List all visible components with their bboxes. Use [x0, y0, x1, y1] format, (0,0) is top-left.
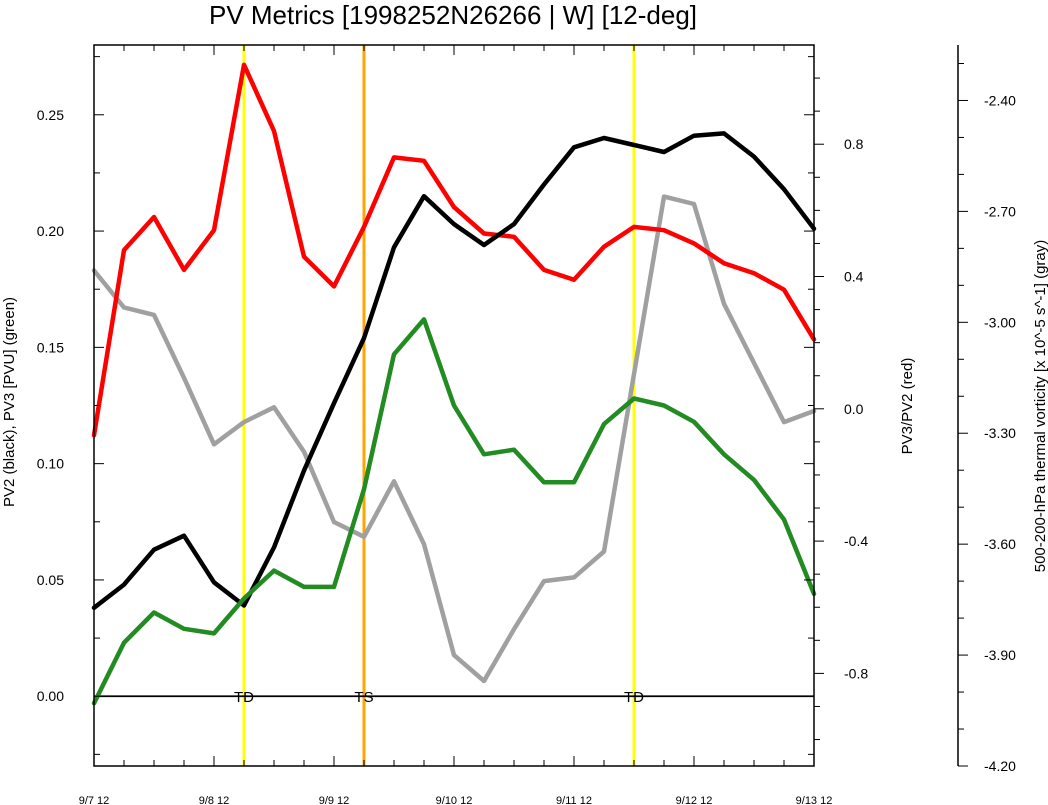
right-axis-gray: -4.20 -3.90 -3.60 -3.30 -3.00 -2.70 -2.40: [957, 45, 1016, 774]
series-line-thermal-vorticity: [91, 194, 817, 684]
right-red-tick-label: 0.0: [844, 401, 864, 417]
x-tick-label: 9/12 12: [676, 795, 713, 805]
left-tick-label: 0.15: [37, 339, 64, 355]
left-axis: 0.00 0.05 0.10 0.15 0.20 0.25: [37, 56, 814, 755]
x-tick-label: 9/10 12: [436, 795, 473, 805]
right-gray-tick-label: -4.20: [984, 758, 1016, 774]
left-tick-label: 0.00: [37, 688, 64, 704]
series-line-pv3: [91, 317, 817, 706]
x-tick-label: 9/11 12: [556, 795, 592, 805]
x-tick-label: 9/7 12: [79, 795, 110, 805]
series-line-pv2: [91, 131, 817, 611]
stage-label: TD: [234, 689, 254, 706]
right-red-tick-label: -0.4: [844, 533, 868, 549]
stage-label: TD: [624, 689, 644, 706]
right-red-tick-label: 0.8: [844, 136, 864, 152]
right-gray-tick-label: -3.90: [984, 647, 1016, 663]
chart-title: PV Metrics [1998252N26266 | W] [12-deg]: [209, 0, 697, 30]
right-axis-red: -0.8 -0.4 0.0 0.4 0.8: [814, 77, 868, 741]
x-tick-label: 9/9 12: [319, 795, 350, 805]
right-gray-tick-label: -3.00: [984, 314, 1016, 330]
right-red-tick-label: 0.4: [844, 269, 864, 285]
x-tick-label: 9/8 12: [199, 795, 230, 805]
stage-label: TS: [354, 689, 373, 706]
left-tick-label: 0.20: [37, 223, 64, 239]
right-gray-tick-label: -3.60: [984, 536, 1016, 552]
x-axis: 9/7 12 9/8 12 9/9 12 9/10 12 9/11 12 9/12 12 9…: [79, 45, 833, 805]
series-line-pv3-pv2: [91, 62, 817, 438]
left-axis-title: PV2 (black), PV3 [PVU] (green): [1, 297, 18, 507]
x-tick-label: 9/13 12: [796, 795, 833, 805]
right-red-tick-label: -0.8: [844, 665, 868, 681]
right-axis-red-title: PV3/PV2 (red): [899, 358, 916, 455]
right-axis-gray-title: 500-200-hPa thermal vorticity [x 10^-5 s…: [1032, 240, 1048, 573]
left-tick-label: 0.25: [37, 107, 64, 123]
right-gray-tick-label: -3.30: [984, 425, 1016, 441]
right-gray-tick-label: -2.70: [984, 203, 1016, 219]
left-tick-label: 0.10: [37, 456, 64, 472]
series-lines: [91, 62, 817, 706]
right-gray-tick-label: -2.40: [984, 92, 1016, 108]
stage-labels: TD TS TD: [234, 689, 644, 706]
stage-lines: [242, 45, 636, 766]
left-tick-label: 0.05: [37, 572, 64, 588]
